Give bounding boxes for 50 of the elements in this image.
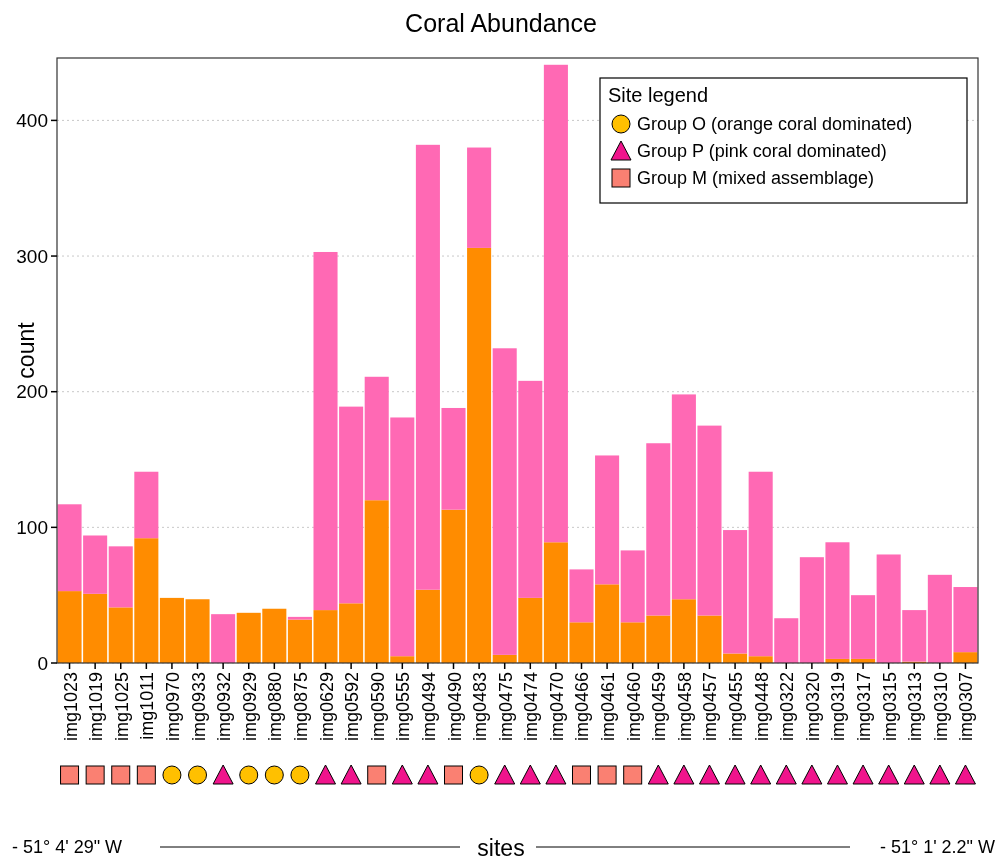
x-tick-label: img0322 <box>777 672 798 742</box>
x-tick-label: img1011 <box>137 672 158 740</box>
x-tick-label: img0320 <box>802 672 823 742</box>
x-tick-label: img0970 <box>162 672 183 742</box>
annotation: Group M (mixed assemblage) <box>637 168 875 189</box>
x-tick-label: img0319 <box>828 672 849 742</box>
x-tick-label: img0315 <box>879 672 900 742</box>
y-tick-label: 300 <box>16 245 48 267</box>
x-tick-label: img0555 <box>393 672 414 742</box>
x-tick-label: img1023 <box>60 672 81 742</box>
x-tick-label: img0933 <box>188 672 209 742</box>
y-tick-label: 400 <box>16 110 48 132</box>
text: - 51° 4' 29" W <box>12 837 123 857</box>
x-tick-label: img0317 <box>854 672 875 742</box>
x-tick-label: img0629 <box>316 672 337 742</box>
y-axis-title: count <box>13 321 39 379</box>
x-tick-label: img0875 <box>290 672 311 742</box>
x-tick-label: img0310 <box>930 672 951 742</box>
x-tick-label: img0494 <box>418 672 439 742</box>
text: - 51° 1' 2.2" W <box>879 837 995 857</box>
x-tick-label: img0455 <box>726 672 747 742</box>
x-tick-label: img0475 <box>495 672 516 742</box>
annotation: Group O (orange coral dominated) <box>637 114 913 135</box>
x-tick-label: img0470 <box>546 672 567 742</box>
x-tick-label: img0458 <box>674 672 695 742</box>
x-tick-label: img0459 <box>649 672 670 742</box>
x-tick-label: img0590 <box>367 672 388 742</box>
x-tick-label: img1019 <box>86 672 107 742</box>
x-tick-label: img0483 <box>470 672 491 742</box>
x-tick-label: img0466 <box>572 672 593 742</box>
legend-title: Site legend <box>608 84 709 106</box>
x-tick-label: img0457 <box>700 672 721 742</box>
x-tick-label: img0313 <box>905 672 926 742</box>
x-tick-label: img0474 <box>521 672 542 742</box>
y-tick-label: 100 <box>16 517 48 538</box>
annotation: Group P (pink coral dominated) <box>637 141 887 162</box>
x-axis-title: sites <box>477 835 525 860</box>
x-tick-label: img0307 <box>956 672 977 742</box>
y-tick-label: 200 <box>16 381 48 403</box>
x-tick-label: img0880 <box>265 672 286 742</box>
x-tick-label: img1025 <box>111 672 132 742</box>
x-tick-label: img0932 <box>214 672 235 742</box>
x-tick-label: img0929 <box>239 672 260 742</box>
chart-title: Coral Abundance <box>405 9 597 37</box>
x-tick-label: img0490 <box>444 672 465 742</box>
x-tick-label: img0592 <box>342 672 363 742</box>
x-tick-label: img0461 <box>598 672 619 742</box>
x-tick-label: img0460 <box>623 672 644 742</box>
x-tick-label: img0448 <box>751 672 772 742</box>
y-tick-label: 0 <box>37 652 48 674</box>
